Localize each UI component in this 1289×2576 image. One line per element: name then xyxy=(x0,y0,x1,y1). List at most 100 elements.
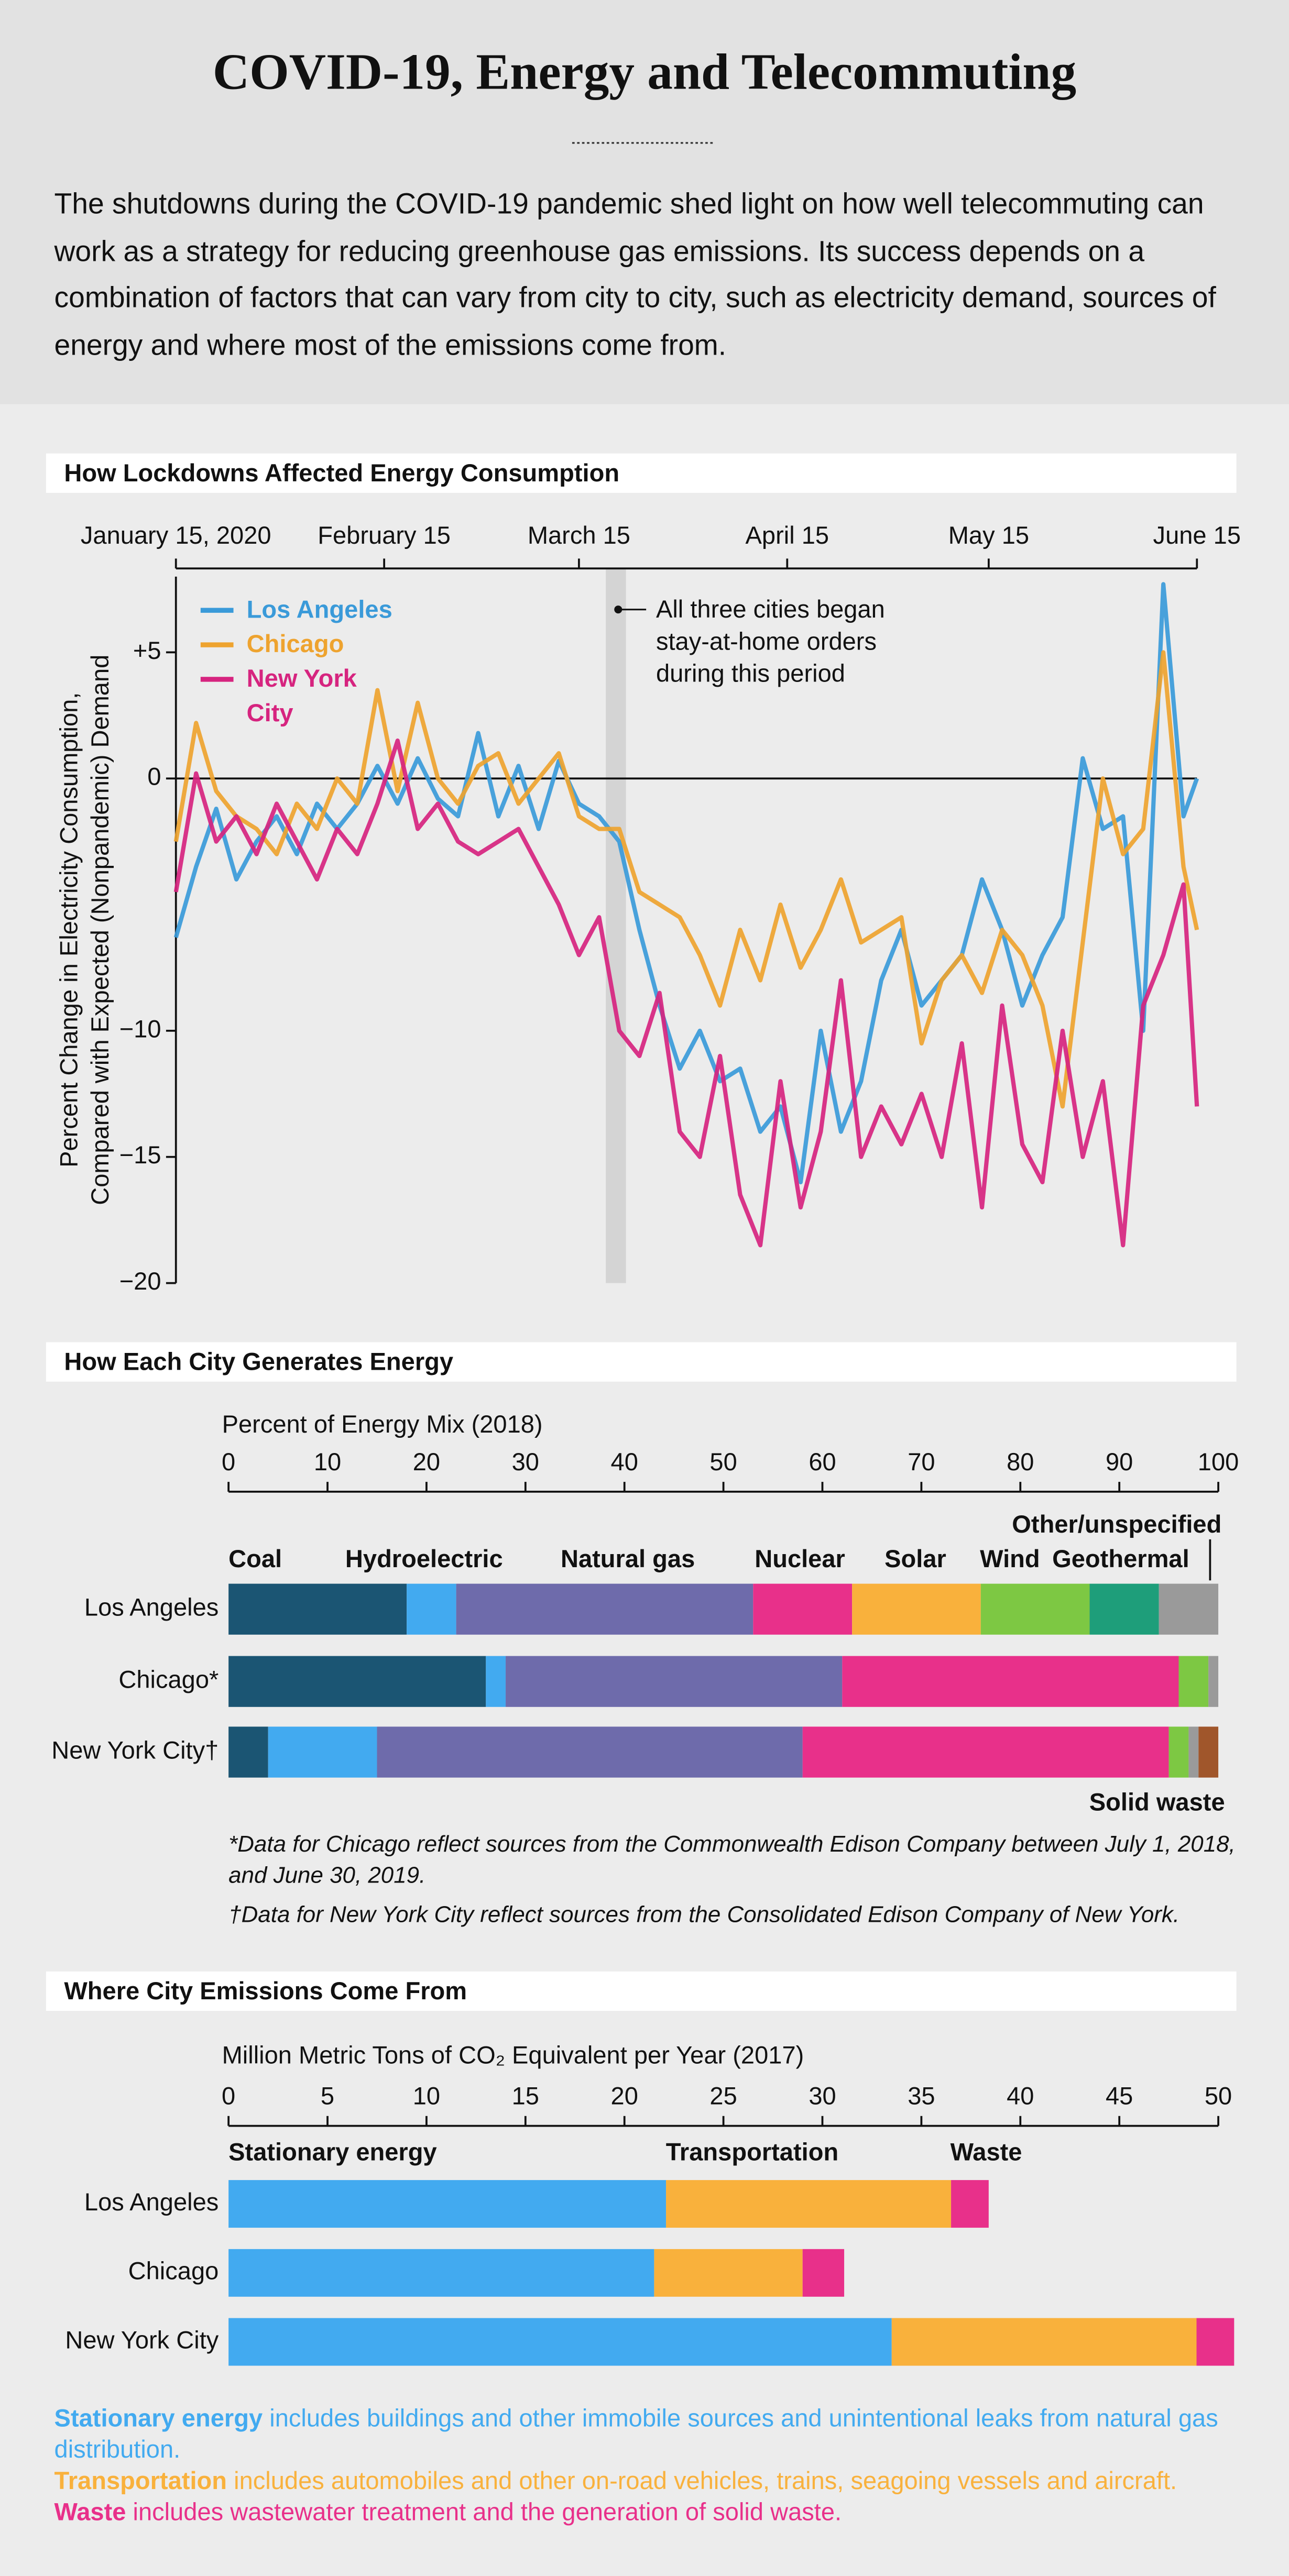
legend-label: Chicago xyxy=(246,631,344,659)
x-tick-label: 50 xyxy=(1205,2082,1232,2110)
bar-segment xyxy=(951,2180,989,2228)
legend-swatch xyxy=(200,677,234,682)
x-axis-label: Percent of Energy Mix (2018) xyxy=(222,1410,543,1438)
x-tick-label: 70 xyxy=(908,1448,935,1476)
footnote: *Data for Chicago reflect sources from t… xyxy=(228,1830,1236,1888)
bar-segment xyxy=(1188,1726,1199,1778)
legend-label: Geothermal xyxy=(1052,1545,1189,1572)
x-tick-label: June 15 xyxy=(1153,521,1241,549)
x-tick-label: 30 xyxy=(809,2082,836,2110)
x-tick-label: January 15, 2020 xyxy=(81,521,271,549)
bar-segment xyxy=(228,1726,268,1778)
legend-swatch xyxy=(200,608,234,613)
section-title-bar xyxy=(46,453,1237,493)
bar-segment xyxy=(802,2249,845,2297)
x-tick-label: February 15 xyxy=(318,521,451,549)
bar-segment xyxy=(377,1726,803,1778)
legend-label: Transportation xyxy=(666,2138,838,2165)
x-tick-label: 35 xyxy=(908,2082,935,2110)
legend-label: Hydroelectric xyxy=(345,1545,503,1572)
x-tick-label: 10 xyxy=(314,1448,341,1476)
annotation: stay-at-home orders xyxy=(656,627,877,655)
section-title: How Lockdowns Affected Energy Consumptio… xyxy=(64,459,619,487)
y-tick-label: +5 xyxy=(133,636,161,664)
y-tick-label: −10 xyxy=(119,1015,161,1042)
note-text: includes buildings and other immobile so… xyxy=(54,2405,1218,2464)
legend-label: Solid waste xyxy=(1089,1788,1225,1815)
x-tick-label: 25 xyxy=(709,2082,737,2110)
note-text: includes automobiles and other on-road v… xyxy=(227,2467,1177,2496)
x-tick-label: 30 xyxy=(512,1448,539,1476)
x-tick-label: 5 xyxy=(321,2082,334,2110)
page-title: COVID-19, Energy and Telecommuting xyxy=(212,42,1077,101)
x-tick-label: 40 xyxy=(611,1448,638,1476)
line-series xyxy=(173,738,1199,1248)
legend-label: Wind xyxy=(980,1545,1040,1572)
y-tick-label: −15 xyxy=(119,1141,161,1169)
notes: Stationary energy includes buildings and… xyxy=(54,2404,1247,2528)
category-label: New York City† xyxy=(51,1736,219,1764)
intro-text: The shutdowns during the COVID-19 pandem… xyxy=(54,187,1216,361)
bar-segment xyxy=(228,2180,667,2228)
note-term: Stationary energy xyxy=(54,2405,263,2434)
category-label: Los Angeles xyxy=(84,1593,219,1621)
bar-segment xyxy=(407,1583,456,1635)
legend-label: Nuclear xyxy=(755,1545,845,1572)
legend-item: New York City xyxy=(200,662,403,731)
bar-segment xyxy=(1178,1656,1209,1707)
bar-segment xyxy=(1168,1726,1189,1778)
bar-segment xyxy=(980,1583,1090,1635)
x-axis-label: Million Metric Tons of CO₂ Equivalent pe… xyxy=(222,2041,804,2068)
legend-swatch xyxy=(200,642,234,647)
line-series xyxy=(173,650,1199,1109)
legend-label: Stationary energy xyxy=(228,2138,437,2165)
annotation: during this period xyxy=(656,659,845,687)
category-label: New York City xyxy=(65,2326,219,2353)
category-label: Los Angeles xyxy=(84,2188,219,2216)
note-text: includes wastewater treatment and the ge… xyxy=(126,2498,842,2527)
section-title-bar xyxy=(46,1342,1237,1382)
y-axis-label: Percent Change in Electricity Consumptio… xyxy=(54,692,82,1168)
x-tick-label: 90 xyxy=(1106,1448,1133,1476)
y-tick-label: −20 xyxy=(119,1267,161,1295)
note: Stationary energy includes buildings and… xyxy=(54,2404,1247,2466)
section-title: How Each City Generates Energy xyxy=(64,1348,453,1375)
x-tick-label: 80 xyxy=(1007,1448,1034,1476)
bar-segment xyxy=(228,2249,654,2297)
annotation: All three cities began xyxy=(656,595,885,623)
note-term: Waste xyxy=(54,2498,126,2527)
bar-segment xyxy=(1159,1583,1219,1635)
highlight-band xyxy=(606,568,626,1283)
x-tick-label: 60 xyxy=(809,1448,836,1476)
bar-segment xyxy=(1208,1656,1219,1707)
x-tick-label: May 15 xyxy=(948,521,1029,549)
bar-segment xyxy=(654,2249,803,2297)
bar-segment xyxy=(228,1656,486,1707)
bar-segment xyxy=(1198,1726,1219,1778)
x-tick-label: 50 xyxy=(709,1448,737,1476)
bar-segment xyxy=(891,2318,1197,2366)
legend-label: Coal xyxy=(228,1545,282,1572)
x-tick-label: 45 xyxy=(1106,2082,1133,2110)
footnote: †Data for New York City reflect sources … xyxy=(228,1900,1180,1928)
x-tick-label: 15 xyxy=(512,2082,539,2110)
bar-segment xyxy=(228,2318,892,2366)
bar-segment xyxy=(268,1726,377,1778)
notes: *Data for Chicago reflect sources from t… xyxy=(228,1829,1240,1939)
bar-segment xyxy=(802,1726,1169,1778)
bar-segment xyxy=(852,1583,981,1635)
bar-segment xyxy=(228,1583,407,1635)
bar-segment xyxy=(506,1656,843,1707)
category-label: Chicago* xyxy=(118,1666,219,1693)
x-tick-label: April 15 xyxy=(746,521,829,549)
section-title: Where City Emissions Come From xyxy=(64,1977,467,2005)
bar-segment xyxy=(486,1656,506,1707)
y-axis-label: Compared with Expected (Nonpandemic) Dem… xyxy=(86,655,114,1205)
x-tick-label: 10 xyxy=(413,2082,440,2110)
section-title-bar xyxy=(46,1971,1237,2011)
legend-label: Solar xyxy=(884,1545,946,1572)
bar-segment xyxy=(753,1583,853,1635)
